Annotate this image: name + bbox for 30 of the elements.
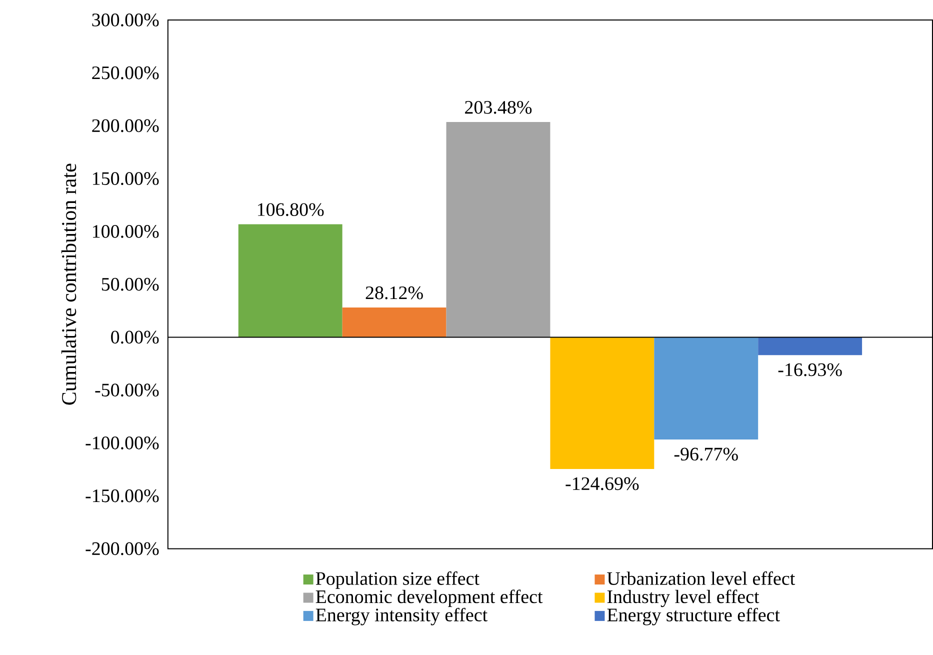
- data-label: 203.48%: [465, 101, 532, 114]
- legend-label: Energy intensity effect: [316, 608, 488, 626]
- legend-label: Energy structure effect: [607, 608, 780, 626]
- y-tick-label: 200.00%: [92, 119, 159, 132]
- bar: [758, 337, 862, 356]
- y-tick-label: -150.00%: [86, 490, 159, 502]
- legend-label: Economic development effect: [316, 590, 543, 608]
- y-tick-label: -50.00%: [95, 384, 159, 397]
- bar: [550, 337, 654, 470]
- y-tick-label: 100.00%: [93, 225, 159, 238]
- data-label: 106.80%: [258, 203, 324, 216]
- legend-label: Industry level effect: [607, 590, 760, 608]
- legend-label: Urbanization level effect: [607, 572, 796, 586]
- y-tick-label: 150.00%: [93, 172, 159, 186]
- y-tick-label: -200.00%: [86, 542, 159, 556]
- y-tick-label: 250.00%: [92, 66, 159, 80]
- data-label: 28.12%: [366, 286, 423, 300]
- y-tick-label: 300.00%: [92, 14, 159, 27]
- bar: [238, 224, 342, 338]
- y-tick-label: 0.00%: [111, 330, 159, 344]
- data-label: -96.77%: [674, 448, 738, 461]
- y-axis-title: Cumulative contribution rate: [61, 164, 76, 405]
- bar: [342, 308, 446, 338]
- y-tick-label: -100.00%: [86, 436, 159, 450]
- bar: [446, 122, 550, 338]
- data-label: -124.69%: [566, 477, 639, 490]
- y-tick-label: 50.00%: [102, 278, 159, 291]
- legend-label: Population size effect: [316, 572, 480, 589]
- data-label: -16.93%: [778, 363, 842, 376]
- bar: [654, 337, 758, 440]
